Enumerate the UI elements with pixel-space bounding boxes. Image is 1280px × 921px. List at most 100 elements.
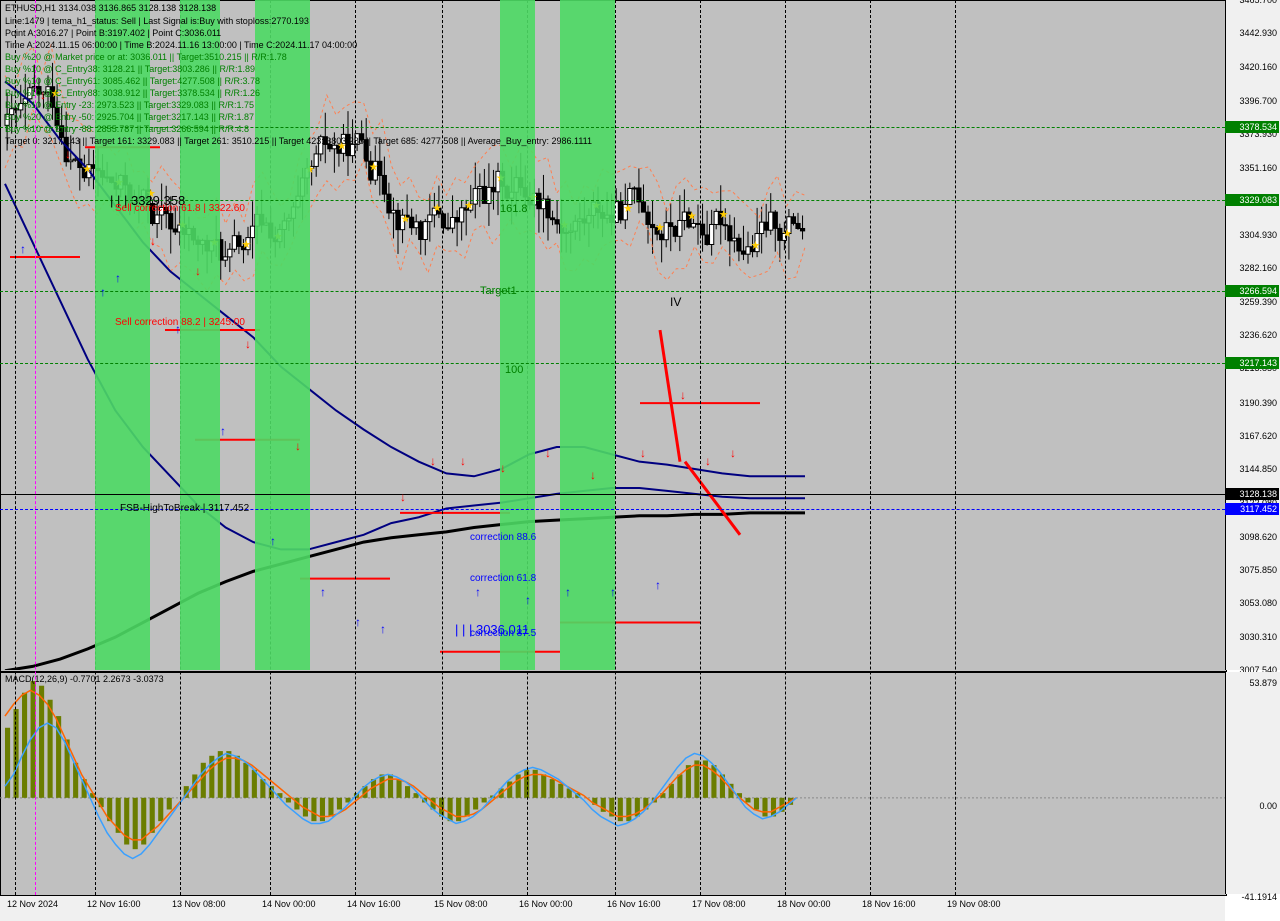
signal-arrow: ↑ [355,615,361,629]
signal-arrow: ↓ [150,234,156,248]
chart-annotation: Sell correction 61.8 | 3322.60 [115,203,245,214]
chart-annotation: 100 [505,364,523,376]
highlight-zone [255,0,310,670]
price-tick: 3420.160 [1239,62,1277,72]
price-badge: 3378.534 [1225,121,1279,133]
price-tick: 3144.850 [1239,464,1277,474]
price-tick: 3075.850 [1239,565,1277,575]
signal-arrow: ↓ [730,446,736,460]
time-label: 14 Nov 16:00 [347,899,401,909]
time-label: 16 Nov 16:00 [607,899,661,909]
price-tick: 3396.700 [1239,96,1277,106]
info-line: Buy %10 @ Entry -88: 2855.787 || Target:… [5,124,249,134]
price-badge: 3117.452 [1225,503,1279,515]
signal-arrow: ↓ [705,454,711,468]
signal-arrow: ↓ [500,461,506,475]
info-line: Buy %10 @ C_Entry61: 3085.462 || Target:… [5,76,260,86]
price-tick: 3465.700 [1239,0,1277,5]
chart-annotation: Target1 [480,285,517,297]
price-badge: 3217.143 [1225,357,1279,369]
price-axis: 3465.7003442.9303420.1603396.7003373.930… [1225,0,1280,670]
price-tick: 3030.310 [1239,632,1277,642]
chart-title: ETHUSD,H1 3134.038 3136.865 3128.138 312… [5,3,216,13]
price-line [0,494,1225,495]
info-line: Buy %20 @ Market price or at: 3036.011 |… [5,52,287,62]
time-label: 16 Nov 00:00 [519,899,573,909]
grid-line [700,0,701,895]
chart-annotation: correction 88.6 [470,532,536,543]
signal-arrow: ↑ [655,578,661,592]
signal-arrow: ↑ [20,242,26,256]
macd-header: MACD(12,26,9) -0.7701 2.2673 -3.0373 [5,674,164,684]
signal-arrow: ↓ [590,468,596,482]
info-line: Point A:3016.27 | Point B:3197.402 | Poi… [5,28,221,38]
marker-line [35,0,36,895]
price-tick: 3282.160 [1239,263,1277,273]
signal-arrow: ↓ [545,446,551,460]
grid-line [15,0,16,895]
signal-arrow: ↑ [320,585,326,599]
price-tick: 3259.390 [1239,297,1277,307]
chart-annotation: 161.8 [500,203,528,215]
macd-tick: -41.1914 [1241,892,1277,902]
macd-tick: 0.00 [1259,801,1277,811]
signal-arrow: ↑ [270,534,276,548]
time-label: 12 Nov 16:00 [87,899,141,909]
price-tick: 3098.620 [1239,532,1277,542]
signal-arrow: ↓ [65,147,71,161]
time-label: 18 Nov 16:00 [862,899,916,909]
signal-arrow: ↓ [680,388,686,402]
price-line [0,291,1225,292]
signal-arrow: ↓ [430,454,436,468]
time-label: 19 Nov 08:00 [947,899,1001,909]
grid-line [355,0,356,895]
info-line: Time A:2024.11.15 06:00:00 | Time B:2024… [5,40,357,50]
price-tick: 3190.390 [1239,398,1277,408]
time-label: 12 Nov 2024 [7,899,58,909]
signal-arrow: ↑ [565,585,571,599]
price-tick: 3304.930 [1239,230,1277,240]
price-line [0,127,1225,128]
price-tick: 3236.620 [1239,330,1277,340]
grid-line [955,0,956,895]
highlight-zone [500,0,535,670]
chart-annotation: FSB-HighToBreak | 3117.452 [120,503,249,514]
signal-arrow: ↑ [100,285,106,299]
signal-arrow: ↑ [475,585,481,599]
grid-line [442,0,443,895]
time-label: 14 Nov 00:00 [262,899,316,909]
price-tick: 3053.080 [1239,598,1277,608]
time-axis: 12 Nov 2024 12 Nov 16:00 13 Nov 08:00 14 No… [0,895,1225,921]
time-label: 17 Nov 08:00 [692,899,746,909]
info-line: Line:1479 | tema_h1_status: Sell | Last … [5,16,309,26]
macd-tick: 53.879 [1249,678,1277,688]
grid-line [615,0,616,895]
time-label: 15 Nov 08:00 [434,899,488,909]
signal-arrow: ↓ [460,454,466,468]
time-label: 13 Nov 08:00 [172,899,226,909]
signal-arrow: ↑ [610,585,616,599]
signal-arrow: ↓ [245,337,251,351]
chart-annotation: IV [670,295,681,309]
grid-line [870,0,871,895]
price-tick: 3351.160 [1239,163,1277,173]
highlight-zone [560,0,615,670]
signal-arrow: ↓ [400,490,406,504]
signal-arrow: ↑ [525,593,531,607]
signal-arrow: ↑ [220,424,226,438]
signal-arrow: ↓ [640,446,646,460]
info-line: Buy %20 @ Entry -50: 2925.704 || Target:… [5,112,254,122]
time-label: 18 Nov 00:00 [777,899,831,909]
signal-arrow: ↓ [195,264,201,278]
macd-axis: 53.8790.00-41.1914 [1225,672,1280,894]
macd-panel[interactable] [0,672,1227,896]
price-tick: 3442.930 [1239,28,1277,38]
price-badge: 3266.594 [1225,285,1279,297]
info-line: Target 0: 3217.143 || Target 161: 3329.0… [5,136,592,146]
price-badge: 3329.083 [1225,194,1279,206]
grid-line [785,0,786,895]
info-line: Buy %10 @ C_Entry38: 3128.21 || Target:3… [5,64,255,74]
signal-arrow: ↓ [40,88,46,102]
signal-arrow: ↑ [175,322,181,336]
signal-arrow: ↑ [380,622,386,636]
